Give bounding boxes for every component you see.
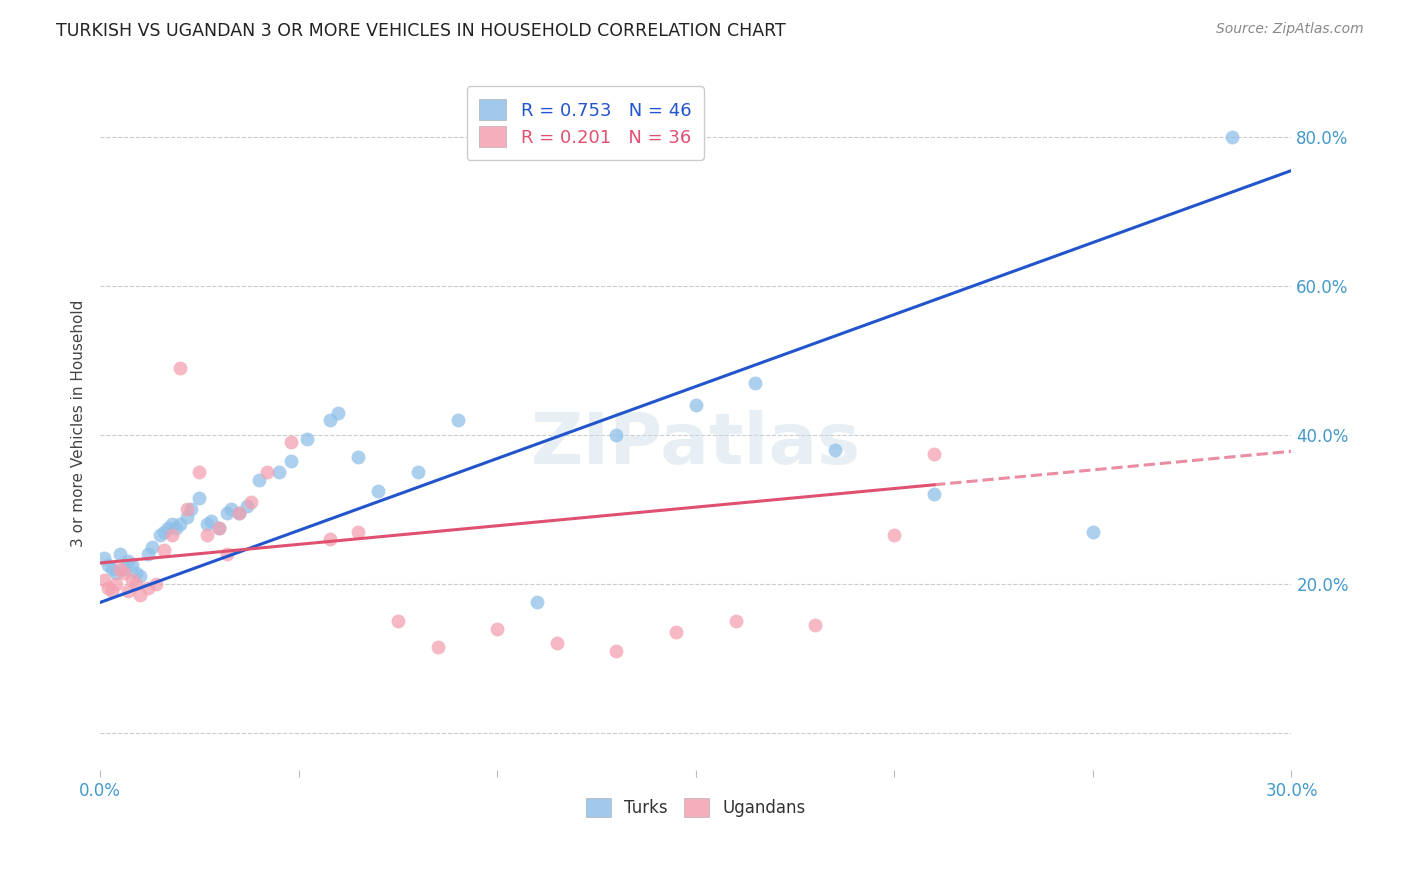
Point bbox=[228, 506, 250, 520]
Point bbox=[112, 566, 135, 580]
Point bbox=[247, 473, 270, 487]
Point bbox=[108, 562, 131, 576]
Point bbox=[605, 428, 627, 442]
Point bbox=[724, 614, 747, 628]
Point bbox=[347, 524, 370, 539]
Point bbox=[149, 528, 172, 542]
Point bbox=[665, 625, 688, 640]
Point bbox=[295, 432, 318, 446]
Point bbox=[367, 483, 389, 498]
Point bbox=[236, 499, 259, 513]
Point bbox=[93, 573, 115, 587]
Point bbox=[1081, 524, 1104, 539]
Point bbox=[219, 502, 242, 516]
Point bbox=[267, 465, 290, 479]
Point bbox=[165, 521, 187, 535]
Point bbox=[217, 506, 239, 520]
Point bbox=[188, 491, 211, 506]
Point bbox=[105, 566, 128, 580]
Point bbox=[387, 614, 409, 628]
Point bbox=[105, 577, 128, 591]
Point bbox=[160, 517, 183, 532]
Point bbox=[152, 543, 174, 558]
Point bbox=[744, 376, 766, 390]
Text: ZIPatlas: ZIPatlas bbox=[530, 410, 860, 479]
Point bbox=[108, 547, 131, 561]
Point bbox=[101, 562, 124, 576]
Point bbox=[145, 577, 167, 591]
Text: TURKISH VS UGANDAN 3 OR MORE VEHICLES IN HOUSEHOLD CORRELATION CHART: TURKISH VS UGANDAN 3 OR MORE VEHICLES IN… bbox=[56, 22, 786, 40]
Point bbox=[125, 577, 148, 591]
Point bbox=[446, 413, 468, 427]
Point bbox=[486, 622, 509, 636]
Point bbox=[128, 569, 150, 583]
Point bbox=[169, 360, 191, 375]
Point bbox=[804, 617, 827, 632]
Point bbox=[141, 540, 163, 554]
Point bbox=[101, 584, 124, 599]
Point bbox=[97, 558, 120, 573]
Point bbox=[180, 502, 202, 516]
Point bbox=[280, 435, 302, 450]
Point bbox=[136, 547, 159, 561]
Point bbox=[319, 413, 342, 427]
Point bbox=[922, 446, 945, 460]
Point bbox=[256, 465, 278, 479]
Point bbox=[546, 636, 568, 650]
Point bbox=[117, 554, 139, 568]
Point bbox=[195, 517, 218, 532]
Point bbox=[97, 581, 120, 595]
Point bbox=[121, 558, 143, 573]
Point bbox=[125, 566, 148, 580]
Point bbox=[160, 528, 183, 542]
Point bbox=[217, 547, 239, 561]
Point bbox=[200, 514, 222, 528]
Point bbox=[319, 532, 342, 546]
Legend: Turks, Ugandans: Turks, Ugandans bbox=[579, 791, 813, 824]
Text: Source: ZipAtlas.com: Source: ZipAtlas.com bbox=[1216, 22, 1364, 37]
Point bbox=[922, 487, 945, 501]
Point bbox=[117, 584, 139, 599]
Point bbox=[328, 405, 350, 419]
Point bbox=[426, 640, 449, 654]
Point bbox=[152, 524, 174, 539]
Point bbox=[176, 509, 198, 524]
Point bbox=[1220, 130, 1243, 145]
Point bbox=[156, 521, 179, 535]
Point bbox=[176, 502, 198, 516]
Point bbox=[883, 528, 905, 542]
Point bbox=[347, 450, 370, 465]
Point bbox=[208, 521, 231, 535]
Point bbox=[605, 644, 627, 658]
Point bbox=[128, 588, 150, 602]
Point bbox=[121, 573, 143, 587]
Point bbox=[824, 442, 846, 457]
Point bbox=[112, 562, 135, 576]
Point bbox=[169, 517, 191, 532]
Point bbox=[195, 528, 218, 542]
Point bbox=[228, 506, 250, 520]
Point bbox=[406, 465, 429, 479]
Point bbox=[526, 595, 548, 609]
Point bbox=[685, 398, 707, 412]
Point bbox=[240, 495, 263, 509]
Point bbox=[136, 581, 159, 595]
Point bbox=[280, 454, 302, 468]
Point bbox=[93, 550, 115, 565]
Point bbox=[188, 465, 211, 479]
Point bbox=[208, 521, 231, 535]
Y-axis label: 3 or more Vehicles in Household: 3 or more Vehicles in Household bbox=[72, 300, 86, 548]
